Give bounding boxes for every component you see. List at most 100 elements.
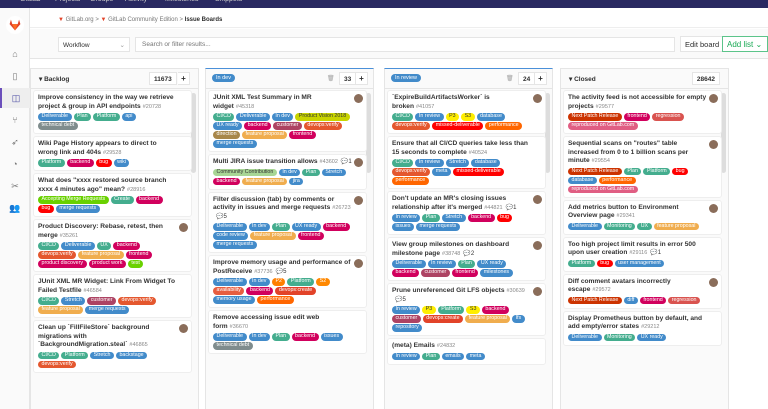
issue-title[interactable]: JUnit XML Test Summary in MR widget #4531… xyxy=(213,94,353,111)
issue-label[interactable]: backend xyxy=(467,214,495,222)
issue-label[interactable]: milestones xyxy=(480,269,513,277)
issue-label[interactable]: CI/CD xyxy=(392,159,414,167)
breadcrumb-group[interactable]: GitLab.org xyxy=(65,17,94,23)
issue-label[interactable]: api xyxy=(121,113,136,121)
search-input[interactable] xyxy=(135,37,675,52)
issue-label[interactable]: performance xyxy=(257,296,294,304)
issue-label[interactable]: devops:verify xyxy=(38,360,77,369)
issue-title[interactable]: Remove accessing issue edit web form #366… xyxy=(213,314,353,331)
issue-label[interactable]: backend xyxy=(213,177,241,186)
rocket-icon[interactable]: ➶ xyxy=(11,137,19,147)
issue-label[interactable]: Deliverable xyxy=(213,333,247,341)
issue-label[interactable]: In review xyxy=(392,352,421,361)
issue-label[interactable]: Plan xyxy=(271,333,290,341)
list-title[interactable]: ▾ Backlog xyxy=(39,75,69,83)
issue-title[interactable]: Ensure that all CI/CD queries take less … xyxy=(392,140,532,157)
issue-label[interactable]: Next Patch Release xyxy=(568,296,622,305)
assignee-avatar[interactable] xyxy=(533,195,542,204)
delete-list-icon[interactable]: 🗑 xyxy=(506,76,514,82)
issue-label[interactable]: devops:create xyxy=(275,287,316,295)
issue-title[interactable]: View group milestones on dashboard miles… xyxy=(392,241,532,258)
issue-label[interactable]: backend xyxy=(322,223,350,231)
issue-label[interactable]: Deliverable xyxy=(568,333,602,342)
issue-label[interactable]: In dev xyxy=(271,113,294,121)
issue-label[interactable]: S3 xyxy=(461,113,475,121)
issue-label[interactable]: In dev xyxy=(278,168,301,177)
issue-label[interactable]: Community Contribution xyxy=(213,168,277,177)
issue-label[interactable]: bug xyxy=(496,214,513,222)
topnav-item-groups[interactable]: Groups xyxy=(90,0,113,3)
issue-label[interactable]: In dev xyxy=(248,278,270,286)
issue-label[interactable]: Plan xyxy=(457,260,476,268)
issue-label[interactable]: bug xyxy=(95,159,112,167)
issue-title-text[interactable]: Prune unreferenced Git LFS objects xyxy=(392,287,505,294)
issue-label[interactable]: UX xyxy=(96,242,112,250)
issue-card[interactable]: Display Prometheus button by default, an… xyxy=(563,310,722,346)
issue-title-text[interactable]: Don't update an MR's closing issues rela… xyxy=(392,195,507,211)
issue-label[interactable]: devops:verify xyxy=(392,122,431,130)
issue-label[interactable]: user management xyxy=(614,259,665,268)
issue-label[interactable]: UX xyxy=(637,222,652,231)
issue-label[interactable]: Monitoring xyxy=(603,222,636,231)
gitlab-logo-icon[interactable] xyxy=(6,16,24,34)
issue-label[interactable]: meta xyxy=(466,352,485,361)
issue-label[interactable]: Stretch xyxy=(441,214,466,222)
issue-label[interactable]: S3 xyxy=(466,306,480,314)
issue-label[interactable]: performance xyxy=(485,122,523,130)
issue-label[interactable]: merge requests xyxy=(213,140,257,148)
issue-title[interactable]: JUnit XML MR Widget: Link From Widget To… xyxy=(38,278,178,295)
issue-title-text[interactable]: Sequential scans on "routes" table incre… xyxy=(568,140,689,164)
issue-label[interactable]: availability xyxy=(213,287,245,295)
members-icon[interactable]: 👥 xyxy=(9,203,21,213)
issue-label[interactable]: Platform xyxy=(93,113,120,121)
issue-card[interactable]: Remove accessing issue edit web form #366… xyxy=(208,310,367,354)
issue-card[interactable]: Ensure that all CI/CD queries take less … xyxy=(387,136,546,189)
issue-label[interactable]: In review xyxy=(427,260,456,268)
issue-title-text[interactable]: The activity feed is not accessible for … xyxy=(568,94,707,110)
issue-label[interactable]: lfs xyxy=(512,315,525,323)
issue-label[interactable]: Platform xyxy=(38,159,65,167)
issue-label[interactable]: bug xyxy=(672,167,689,176)
issue-card[interactable]: Diff comment avatars incorrectly escape #… xyxy=(563,273,722,309)
home-icon[interactable]: ⌂ xyxy=(12,49,18,59)
issue-label[interactable]: CI/CD xyxy=(38,351,60,360)
assignee-avatar[interactable] xyxy=(179,324,188,333)
issue-label[interactable]: CI/CD xyxy=(392,113,414,121)
issue-title-text[interactable]: `ExpireBuildArtifactsWorker` is broken xyxy=(392,94,490,110)
issue-label[interactable]: backend xyxy=(244,122,272,130)
issue-label[interactable]: merge requests xyxy=(85,306,130,314)
chart-icon[interactable]: ◔ xyxy=(12,159,18,169)
issue-label[interactable]: technical debt xyxy=(38,122,78,130)
list-scrollbar[interactable] xyxy=(721,93,726,173)
issue-title-text[interactable]: Product Discovery: Rebase, retest, then … xyxy=(38,223,163,239)
issue-label[interactable]: frontend xyxy=(623,113,651,121)
issue-title-text[interactable]: JUnit XML MR Widget: Link From Widget To… xyxy=(38,278,175,294)
issue-title-text[interactable]: View group milestones on dashboard miles… xyxy=(392,241,510,257)
issue-title-text[interactable]: Display Prometheus button by default, an… xyxy=(568,314,703,331)
issue-title[interactable]: Display Prometheus button by default, an… xyxy=(568,315,708,332)
issue-card[interactable]: JUnit XML MR Widget: Link From Widget To… xyxy=(33,274,192,318)
issue-label[interactable]: CI/CD xyxy=(213,113,235,121)
issue-title[interactable]: Improve consistency in the way we retrie… xyxy=(38,94,178,111)
issue-label[interactable]: technical debt xyxy=(213,342,253,350)
assignee-avatar[interactable] xyxy=(354,259,363,268)
issue-label[interactable]: UX ready xyxy=(291,223,321,231)
issue-card[interactable]: Improve consistency in the way we retrie… xyxy=(33,90,192,134)
topnav-item-gitlab[interactable]: GitLab xyxy=(20,0,41,3)
issue-label[interactable]: backend xyxy=(392,269,420,277)
issue-label[interactable]: CI/CD xyxy=(38,297,60,305)
issue-label[interactable]: backend xyxy=(291,333,319,341)
issue-title[interactable]: Don't update an MR's closing issues rela… xyxy=(392,195,532,212)
assignee-avatar[interactable] xyxy=(709,277,718,287)
assignee-avatar[interactable] xyxy=(533,241,542,250)
issue-card[interactable]: The activity feed is not accessible for … xyxy=(563,90,722,134)
issue-label[interactable]: reproduced on GitLab.com xyxy=(568,122,638,130)
issue-label[interactable]: Deliverable xyxy=(38,113,72,121)
issue-title-text[interactable]: Ensure that all CI/CD queries take less … xyxy=(392,140,528,156)
breadcrumb-current[interactable]: Issue Boards xyxy=(184,17,223,23)
issue-title-text[interactable]: Too high project limit results in error … xyxy=(568,240,696,257)
issue-card[interactable]: Wiki Page History appears to direct to w… xyxy=(33,136,192,171)
list-scrollbar[interactable] xyxy=(545,93,550,173)
issue-label[interactable]: frontend xyxy=(297,232,324,240)
issue-label[interactable]: frontend xyxy=(125,251,152,259)
